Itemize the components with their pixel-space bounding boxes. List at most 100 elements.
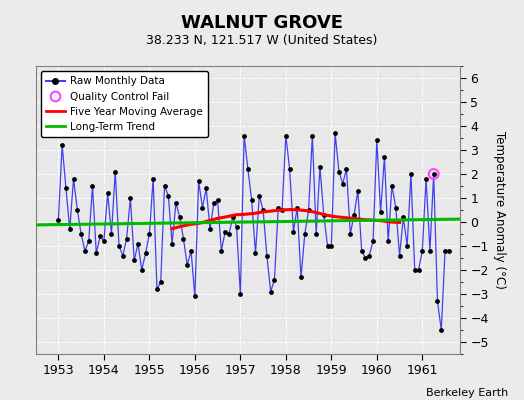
Point xyxy=(396,252,404,259)
Point xyxy=(179,236,188,242)
Point xyxy=(369,238,377,244)
Point xyxy=(164,192,172,199)
Point xyxy=(213,197,222,204)
Point xyxy=(399,214,408,220)
Point xyxy=(350,212,358,218)
Point xyxy=(187,248,195,254)
Point xyxy=(354,188,362,194)
Point xyxy=(323,243,332,249)
Point xyxy=(247,197,256,204)
Point xyxy=(422,176,430,182)
Point xyxy=(255,192,264,199)
Point xyxy=(267,288,275,295)
Point xyxy=(54,216,62,223)
Point xyxy=(130,257,138,264)
Point xyxy=(168,240,176,247)
Point xyxy=(425,248,434,254)
Point xyxy=(202,185,211,192)
Point xyxy=(160,183,169,189)
Point xyxy=(240,132,248,139)
Point xyxy=(403,243,411,249)
Point xyxy=(418,248,427,254)
Point xyxy=(430,171,438,177)
Text: Berkeley Earth: Berkeley Earth xyxy=(426,388,508,398)
Point xyxy=(58,142,67,148)
Point xyxy=(66,226,74,232)
Point xyxy=(430,171,438,177)
Point xyxy=(107,231,116,237)
Point xyxy=(407,171,415,177)
Point xyxy=(134,240,142,247)
Legend: Raw Monthly Data, Quality Control Fail, Five Year Moving Average, Long-Term Tren: Raw Monthly Data, Quality Control Fail, … xyxy=(41,71,208,137)
Point xyxy=(388,183,396,189)
Point xyxy=(278,207,286,213)
Point xyxy=(365,252,374,259)
Point xyxy=(210,200,218,206)
Y-axis label: Temperature Anomaly (°C): Temperature Anomaly (°C) xyxy=(493,131,506,289)
Point xyxy=(138,267,146,273)
Point xyxy=(391,204,400,211)
Point xyxy=(373,137,381,144)
Point xyxy=(286,166,294,172)
Point xyxy=(206,226,214,232)
Point xyxy=(126,195,135,201)
Point xyxy=(342,166,351,172)
Point xyxy=(274,204,282,211)
Point xyxy=(441,248,449,254)
Point xyxy=(118,252,127,259)
Point xyxy=(123,236,131,242)
Point xyxy=(384,238,392,244)
Point xyxy=(437,327,445,333)
Point xyxy=(62,185,70,192)
Point xyxy=(115,243,123,249)
Point xyxy=(270,276,279,283)
Point xyxy=(304,207,313,213)
Point xyxy=(289,228,298,235)
Point xyxy=(433,298,442,304)
Point xyxy=(103,190,112,196)
Point xyxy=(96,233,104,240)
Point xyxy=(335,168,343,175)
Point xyxy=(84,238,93,244)
Point xyxy=(316,164,324,170)
Point xyxy=(157,279,165,285)
Point xyxy=(73,207,82,213)
Point xyxy=(312,231,320,237)
Point xyxy=(232,224,241,230)
Point xyxy=(410,267,419,273)
Point xyxy=(77,231,85,237)
Point xyxy=(301,231,309,237)
Point xyxy=(194,178,203,184)
Point xyxy=(414,267,423,273)
Point xyxy=(327,243,335,249)
Point xyxy=(225,231,233,237)
Point xyxy=(361,255,369,261)
Point xyxy=(281,132,290,139)
Point xyxy=(331,130,340,136)
Point xyxy=(376,209,385,216)
Text: 38.233 N, 121.517 W (United States): 38.233 N, 121.517 W (United States) xyxy=(146,34,378,47)
Point xyxy=(339,180,347,187)
Point xyxy=(445,248,453,254)
Point xyxy=(81,248,89,254)
Point xyxy=(149,176,157,182)
Point xyxy=(198,204,206,211)
Point xyxy=(259,207,267,213)
Point xyxy=(89,183,97,189)
Point xyxy=(92,250,101,256)
Point xyxy=(252,250,260,256)
Point xyxy=(172,200,180,206)
Point xyxy=(297,274,305,280)
Point xyxy=(293,204,301,211)
Point xyxy=(145,231,154,237)
Point xyxy=(217,248,225,254)
Point xyxy=(380,154,389,160)
Point xyxy=(100,238,108,244)
Point xyxy=(111,168,119,175)
Point xyxy=(320,212,328,218)
Point xyxy=(244,166,252,172)
Point xyxy=(357,248,366,254)
Point xyxy=(141,250,150,256)
Point xyxy=(183,262,191,268)
Point xyxy=(69,176,78,182)
